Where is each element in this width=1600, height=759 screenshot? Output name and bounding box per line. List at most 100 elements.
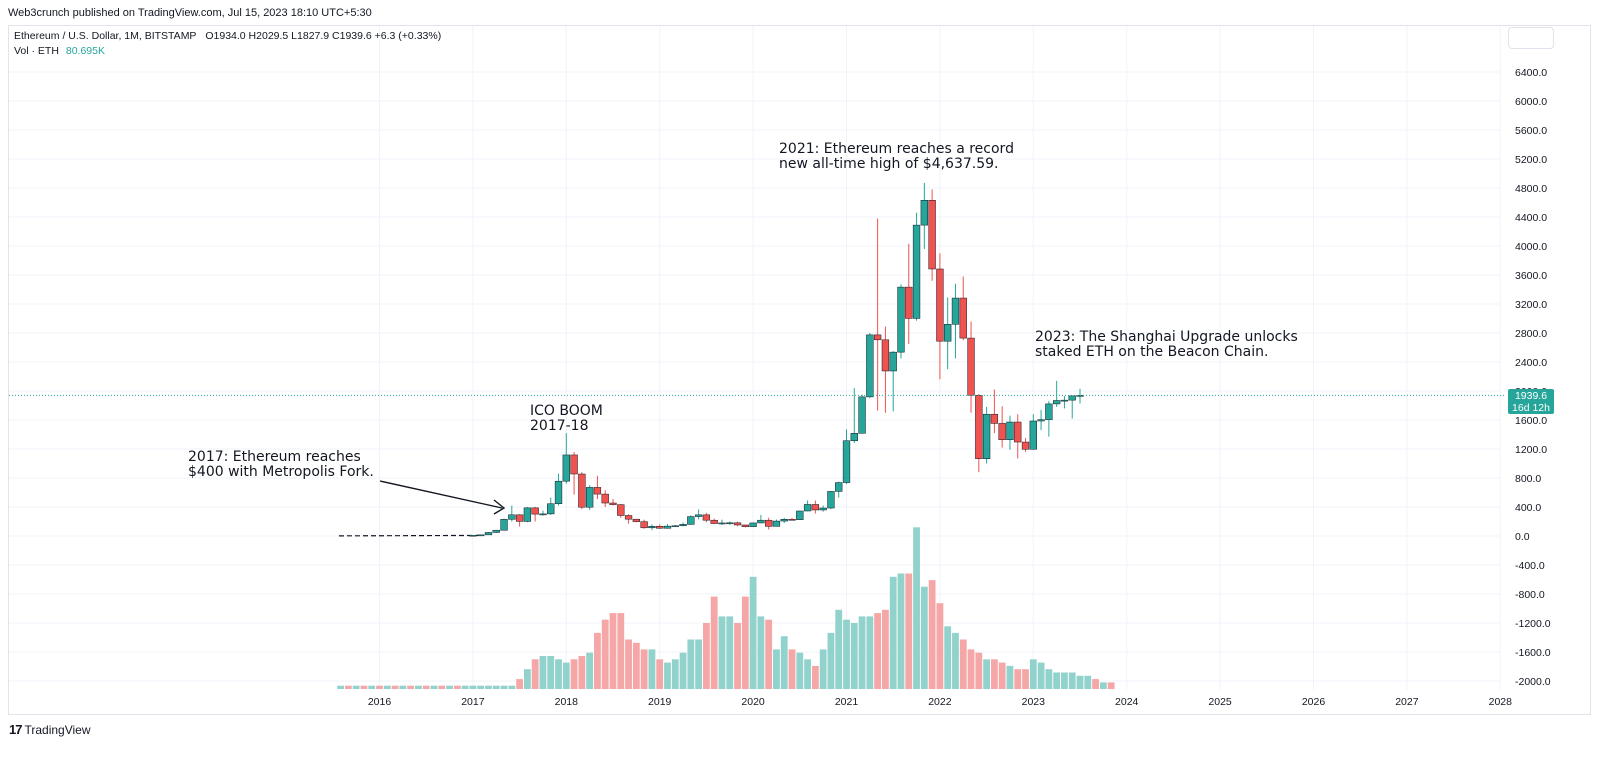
candle-body bbox=[873, 334, 882, 341]
volume-bar bbox=[687, 639, 695, 689]
candle bbox=[624, 514, 633, 524]
candle-body bbox=[835, 482, 843, 492]
candle-body bbox=[803, 504, 812, 512]
volume-legend[interactable]: Vol · ETH 80.695K bbox=[14, 45, 105, 57]
candle bbox=[593, 475, 602, 500]
volume-bar bbox=[601, 619, 609, 689]
candle bbox=[1053, 380, 1061, 407]
volume-bar bbox=[578, 656, 586, 689]
volume-bar bbox=[897, 573, 905, 689]
candle-body bbox=[663, 525, 672, 529]
candle-body bbox=[624, 515, 633, 520]
volume-bar bbox=[664, 662, 671, 689]
candle-body bbox=[1045, 403, 1053, 420]
candle bbox=[788, 517, 796, 521]
candle bbox=[687, 515, 695, 525]
candle-body bbox=[718, 522, 726, 525]
candle-body bbox=[1053, 400, 1061, 405]
candle-body bbox=[765, 519, 773, 527]
candle bbox=[796, 510, 804, 520]
candle bbox=[905, 243, 913, 344]
volume-bar bbox=[990, 659, 998, 689]
candle bbox=[912, 212, 921, 321]
x-tick-label: 2022 bbox=[928, 696, 952, 708]
volume-bar bbox=[959, 639, 967, 689]
candle-body bbox=[975, 395, 983, 459]
candle-body bbox=[578, 473, 586, 508]
candle bbox=[749, 522, 757, 527]
candle-body bbox=[920, 200, 928, 226]
settings-button[interactable] bbox=[1508, 27, 1554, 49]
candle bbox=[492, 529, 500, 533]
annotation-text: ICO BOOM 2017-18 bbox=[530, 403, 603, 434]
candle-body bbox=[1029, 420, 1037, 450]
candle bbox=[1014, 414, 1022, 459]
x-tick-label: 2019 bbox=[648, 696, 672, 708]
volume-bar bbox=[936, 603, 944, 689]
volume-bar bbox=[726, 616, 734, 689]
tradingview-logo[interactable]: 17 TradingView bbox=[9, 722, 91, 737]
candle-body bbox=[640, 521, 648, 529]
candle-body bbox=[469, 534, 477, 537]
candle bbox=[702, 512, 711, 523]
volume-bar bbox=[983, 659, 990, 689]
candle bbox=[663, 524, 672, 529]
y-axis[interactable]: 6400.0 6000.0 5600.0 5200.0 4800.0 4400.0 4000… bbox=[1515, 67, 1551, 688]
volume-bar bbox=[967, 649, 975, 689]
candle-body bbox=[726, 522, 734, 525]
volume-bar bbox=[516, 679, 523, 689]
candle bbox=[648, 524, 656, 531]
volume-bar bbox=[609, 613, 617, 689]
y-tick-label: 5600.0 bbox=[1515, 125, 1547, 137]
candle bbox=[881, 326, 890, 413]
volume-bar bbox=[1061, 672, 1068, 689]
volume-bar bbox=[1045, 669, 1053, 689]
candle-body bbox=[788, 519, 796, 521]
volume-bar bbox=[352, 685, 360, 689]
candle bbox=[975, 393, 983, 473]
candle bbox=[780, 517, 788, 523]
y-tick-label: 1200.0 bbox=[1515, 444, 1547, 456]
y-tick-label: -2000.0 bbox=[1515, 676, 1551, 688]
volume-label: Vol · ETH bbox=[14, 45, 59, 57]
publisher-line: Web3crunch published on TradingView.com,… bbox=[8, 7, 372, 19]
candle-body bbox=[609, 502, 617, 505]
volume-bar bbox=[850, 623, 858, 689]
volume-bar bbox=[492, 685, 500, 689]
chart-frame[interactable] bbox=[8, 25, 1591, 715]
volume-bar bbox=[586, 652, 594, 689]
candle-body bbox=[990, 413, 999, 424]
candle bbox=[1037, 409, 1045, 431]
volume-bar bbox=[648, 649, 656, 689]
candle-body bbox=[858, 396, 866, 434]
volume-bar bbox=[1029, 659, 1037, 689]
candle bbox=[484, 532, 493, 536]
volume-bar bbox=[399, 685, 407, 689]
y-tick-label: 400.0 bbox=[1515, 502, 1541, 514]
volume-bar bbox=[555, 659, 562, 689]
candle-body bbox=[757, 519, 765, 524]
volume-bar bbox=[905, 573, 913, 689]
symbol-name[interactable]: Ethereum / U.S. Dollar, 1M, BITSTAMP bbox=[14, 30, 197, 42]
candle-body bbox=[617, 504, 625, 516]
candle-body bbox=[733, 522, 742, 526]
volume-bar bbox=[765, 619, 773, 689]
y-tick-label: 2400.0 bbox=[1515, 357, 1547, 369]
candle bbox=[531, 507, 539, 522]
candle-body bbox=[554, 480, 563, 504]
annotation-text: 2017: Ethereum reaches $400 with Metropol… bbox=[188, 449, 374, 480]
candle bbox=[609, 499, 617, 506]
x-axis[interactable]: 2016 2017 2018 2019 2020 2021 2022 2023 2024 2025… bbox=[368, 696, 1512, 708]
candle bbox=[835, 481, 843, 498]
candle-body bbox=[780, 519, 788, 522]
symbol-legend[interactable]: Ethereum / U.S. Dollar, 1M, BITSTAMP O19… bbox=[14, 30, 441, 42]
volume-bar bbox=[811, 665, 819, 689]
candle bbox=[508, 505, 516, 522]
x-tick-label: 2024 bbox=[1115, 696, 1139, 708]
x-tick-label: 2018 bbox=[555, 696, 579, 708]
candle-body bbox=[982, 413, 991, 459]
volume-bar bbox=[874, 613, 882, 689]
candle bbox=[772, 519, 781, 527]
candle bbox=[718, 519, 726, 525]
